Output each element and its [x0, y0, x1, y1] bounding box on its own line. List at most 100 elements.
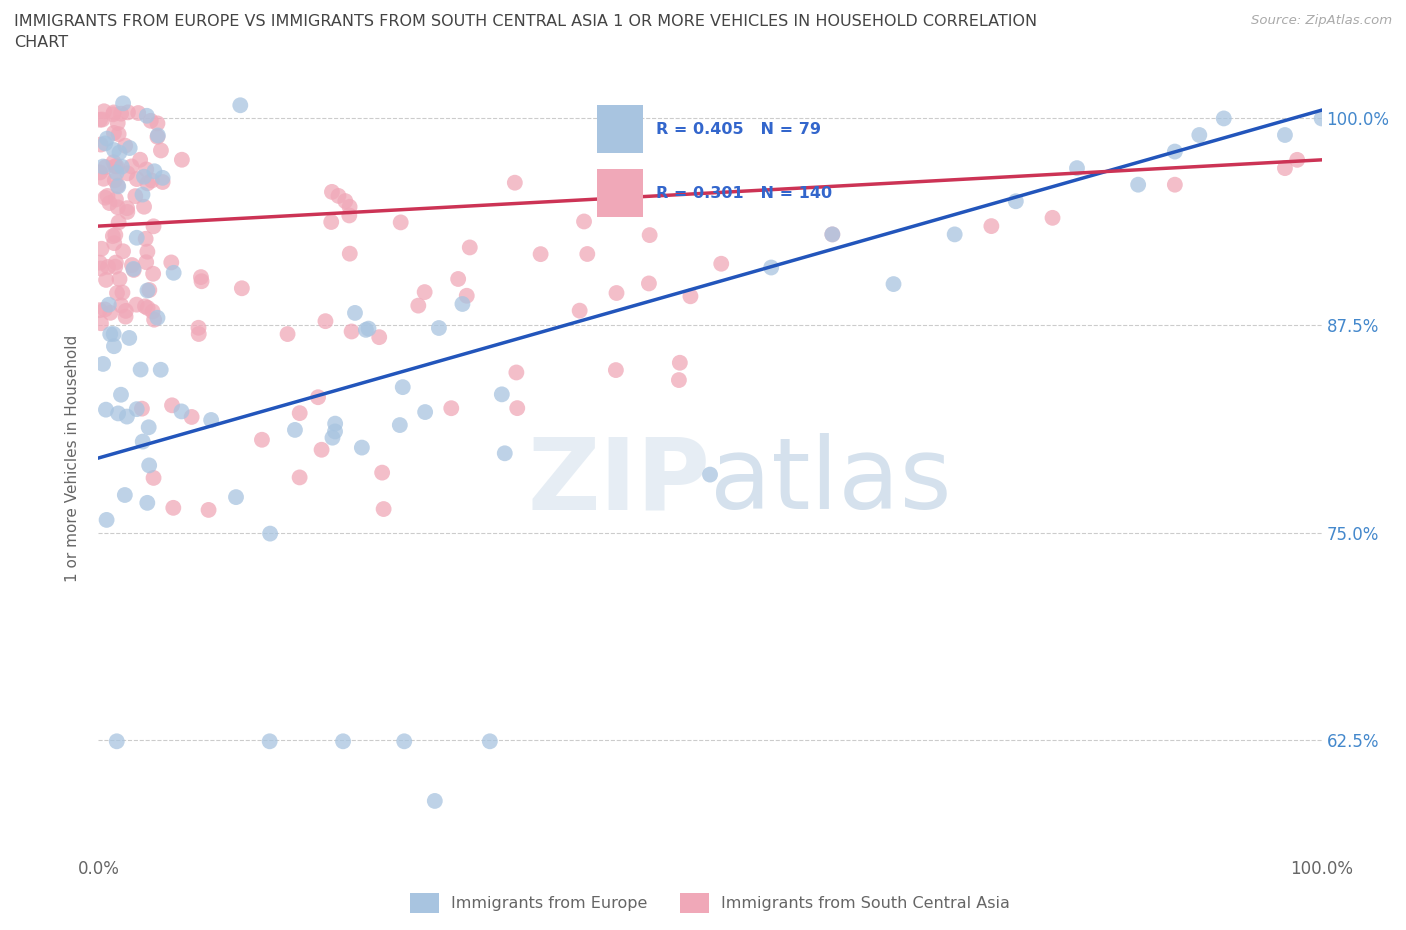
Point: [89, 165, 111, 179]
Point: [339, 246, 361, 261]
Point: [699, 467, 721, 482]
Point: [605, 286, 627, 300]
Point: [1164, 144, 1187, 159]
Point: [89, 113, 111, 127]
Point: [141, 173, 163, 188]
Point: [1212, 111, 1234, 126]
Point: [129, 362, 152, 377]
Point: [170, 404, 193, 418]
Point: [98, 195, 121, 210]
Point: [354, 323, 377, 338]
Point: [117, 105, 139, 120]
Point: [149, 143, 172, 158]
Text: IMMIGRANTS FROM EUROPE VS IMMIGRANTS FROM SOUTH CENTRAL ASIA 1 OR MORE VEHICLES : IMMIGRANTS FROM EUROPE VS IMMIGRANTS FRO…: [14, 14, 1038, 29]
Point: [321, 215, 343, 230]
Point: [388, 418, 411, 432]
Point: [94, 402, 117, 417]
Point: [114, 139, 136, 153]
Point: [138, 458, 160, 472]
Point: [132, 199, 155, 214]
Point: [121, 258, 143, 272]
Point: [97, 259, 120, 274]
Point: [90, 241, 112, 256]
Point: [669, 355, 692, 370]
Y-axis label: 1 or more Vehicles in Household: 1 or more Vehicles in Household: [65, 335, 80, 581]
Point: [90, 261, 112, 276]
Point: [821, 227, 844, 242]
Point: [307, 390, 329, 405]
Point: [93, 104, 115, 119]
Point: [142, 266, 165, 281]
Point: [710, 257, 733, 272]
Text: CHART: CHART: [14, 35, 67, 50]
Point: [121, 159, 143, 174]
Point: [494, 445, 516, 460]
Point: [98, 326, 121, 341]
Point: [413, 405, 436, 419]
Point: [91, 356, 114, 371]
Point: [146, 311, 169, 325]
Point: [96, 512, 118, 527]
Point: [451, 297, 474, 312]
Point: [392, 734, 416, 749]
Point: [572, 214, 595, 229]
Point: [190, 270, 212, 285]
Point: [94, 191, 117, 206]
Point: [371, 465, 394, 480]
Point: [187, 320, 209, 335]
Point: [135, 162, 157, 177]
Point: [107, 215, 129, 230]
Point: [1042, 210, 1064, 225]
Point: [458, 240, 481, 255]
Point: [163, 265, 186, 280]
Point: [91, 159, 114, 174]
Point: [1004, 193, 1026, 208]
Point: [391, 379, 413, 394]
Point: [149, 363, 172, 378]
Point: [231, 281, 253, 296]
Point: [103, 235, 125, 250]
Point: [101, 107, 124, 122]
Point: [350, 440, 373, 455]
Point: [115, 409, 138, 424]
Point: [107, 179, 129, 193]
Point: [146, 129, 169, 144]
Point: [229, 98, 252, 113]
Point: [277, 326, 299, 341]
Point: [103, 326, 125, 341]
Point: [187, 326, 209, 341]
Point: [124, 189, 146, 204]
Point: [107, 406, 129, 421]
Point: [125, 172, 148, 187]
Point: [125, 298, 148, 312]
Point: [105, 286, 128, 300]
Point: [104, 173, 127, 188]
Point: [135, 255, 157, 270]
Point: [1188, 127, 1211, 142]
Point: [197, 502, 219, 517]
Point: [90, 316, 112, 331]
Point: [91, 113, 114, 127]
Point: [101, 229, 124, 244]
Point: [103, 142, 125, 157]
Point: [883, 276, 905, 291]
Point: [368, 330, 391, 345]
Point: [127, 106, 149, 121]
Point: [943, 227, 966, 242]
Point: [125, 402, 148, 417]
Point: [118, 140, 141, 155]
Point: [94, 136, 117, 151]
Point: [110, 298, 132, 312]
Point: [413, 285, 436, 299]
Point: [568, 303, 591, 318]
Point: [129, 153, 152, 167]
Point: [89, 303, 111, 318]
Point: [90, 137, 112, 152]
Point: [105, 159, 128, 174]
Point: [107, 200, 129, 215]
Point: [136, 245, 159, 259]
Point: [180, 409, 202, 424]
Point: [200, 413, 222, 428]
Point: [110, 106, 132, 121]
Point: [136, 496, 159, 511]
